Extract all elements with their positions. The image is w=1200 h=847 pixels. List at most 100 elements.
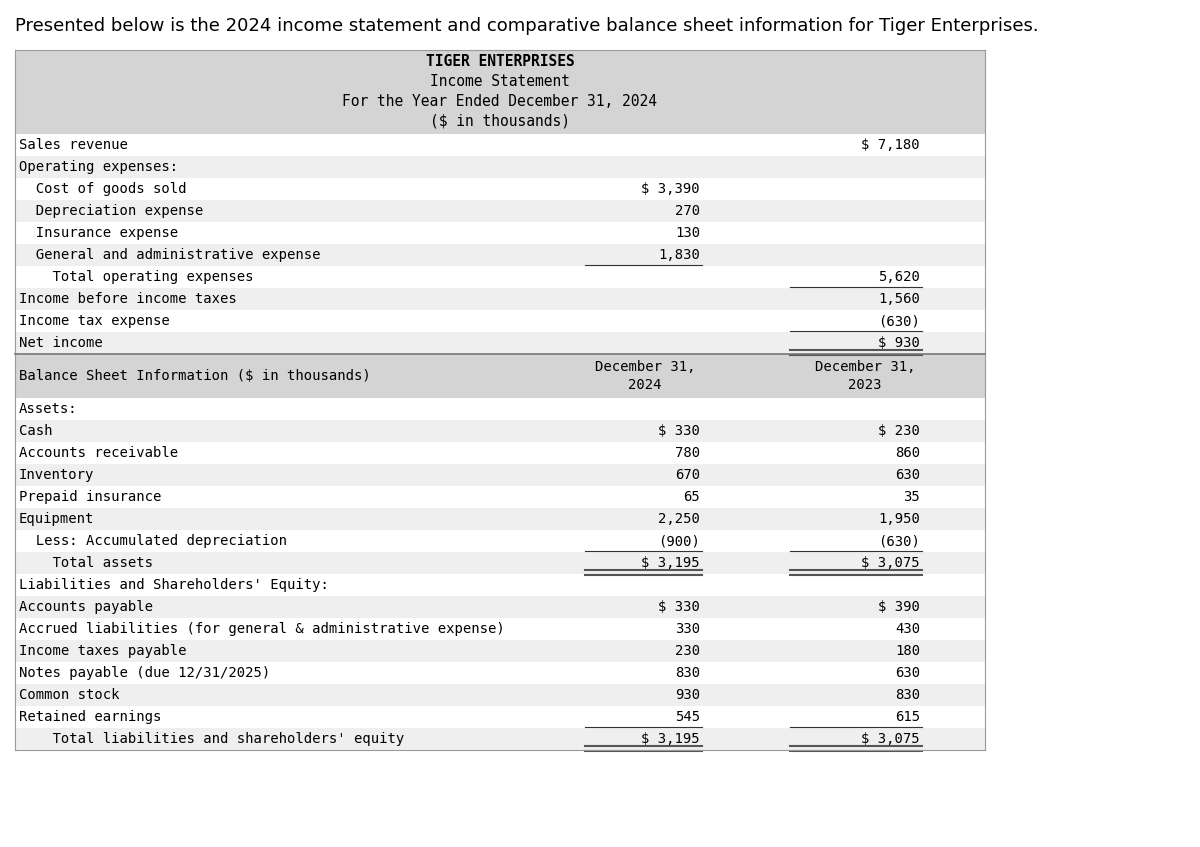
Text: 1,560: 1,560 — [878, 292, 920, 306]
Text: 1,950: 1,950 — [878, 512, 920, 526]
Text: Sales revenue: Sales revenue — [19, 138, 128, 152]
Bar — [14, 288, 985, 310]
Text: For the Year Ended December 31, 2024: For the Year Ended December 31, 2024 — [342, 93, 658, 108]
Text: 860: 860 — [895, 446, 920, 460]
Text: Common stock: Common stock — [19, 688, 120, 702]
Text: $ 3,390: $ 3,390 — [641, 182, 700, 196]
Text: Income Statement: Income Statement — [430, 74, 570, 88]
Bar — [14, 684, 985, 706]
Text: (900): (900) — [658, 534, 700, 548]
Text: $ 3,075: $ 3,075 — [862, 556, 920, 570]
Bar — [14, 244, 985, 266]
Text: 330: 330 — [674, 622, 700, 636]
Bar — [14, 530, 985, 552]
Text: Income before income taxes: Income before income taxes — [19, 292, 236, 306]
Text: Cost of goods sold: Cost of goods sold — [19, 182, 186, 196]
Text: 780: 780 — [674, 446, 700, 460]
Bar — [14, 398, 985, 420]
Bar — [14, 200, 985, 222]
Text: Cash: Cash — [19, 424, 53, 438]
Text: Accounts payable: Accounts payable — [19, 600, 154, 614]
Text: Net income: Net income — [19, 336, 103, 350]
Bar — [14, 420, 985, 442]
Text: $ 7,180: $ 7,180 — [862, 138, 920, 152]
Text: 65: 65 — [683, 490, 700, 504]
Text: Presented below is the 2024 income statement and comparative balance sheet infor: Presented below is the 2024 income state… — [14, 17, 1039, 35]
Text: $ 3,195: $ 3,195 — [641, 556, 700, 570]
Text: Total assets: Total assets — [19, 556, 154, 570]
Bar — [14, 310, 985, 332]
Bar — [14, 728, 985, 750]
Text: 1,830: 1,830 — [658, 248, 700, 262]
Bar — [14, 50, 985, 134]
Text: Income tax expense: Income tax expense — [19, 314, 169, 328]
Text: Depreciation expense: Depreciation expense — [19, 204, 203, 218]
Bar — [14, 156, 985, 178]
Text: Prepaid insurance: Prepaid insurance — [19, 490, 161, 504]
Bar — [14, 332, 985, 354]
Text: Accrued liabilities (for general & administrative expense): Accrued liabilities (for general & admin… — [19, 622, 505, 636]
Text: 615: 615 — [895, 710, 920, 724]
Text: 430: 430 — [895, 622, 920, 636]
Bar — [14, 178, 985, 200]
Bar — [14, 596, 985, 618]
Bar — [14, 574, 985, 596]
Bar — [14, 706, 985, 728]
Bar — [14, 486, 985, 508]
Text: $ 930: $ 930 — [878, 336, 920, 350]
Text: 180: 180 — [895, 644, 920, 658]
Text: Inventory: Inventory — [19, 468, 95, 482]
Text: 230: 230 — [674, 644, 700, 658]
Text: $ 3,075: $ 3,075 — [862, 732, 920, 746]
Text: 670: 670 — [674, 468, 700, 482]
Text: Operating expenses:: Operating expenses: — [19, 160, 178, 174]
Text: 830: 830 — [895, 688, 920, 702]
Text: 930: 930 — [674, 688, 700, 702]
Text: 35: 35 — [904, 490, 920, 504]
Bar — [14, 508, 985, 530]
Text: Assets:: Assets: — [19, 402, 78, 416]
Text: December 31,: December 31, — [815, 360, 916, 374]
Text: $ 330: $ 330 — [658, 600, 700, 614]
Text: 5,620: 5,620 — [878, 270, 920, 284]
Text: 270: 270 — [674, 204, 700, 218]
Text: 830: 830 — [674, 666, 700, 680]
Text: General and administrative expense: General and administrative expense — [19, 248, 320, 262]
Text: TIGER ENTERPRISES: TIGER ENTERPRISES — [426, 53, 575, 69]
Text: $ 230: $ 230 — [878, 424, 920, 438]
Text: 130: 130 — [674, 226, 700, 240]
Text: Retained earnings: Retained earnings — [19, 710, 161, 724]
Bar — [14, 552, 985, 574]
Text: 2024: 2024 — [629, 378, 661, 392]
Text: Total operating expenses: Total operating expenses — [19, 270, 253, 284]
Text: 630: 630 — [895, 468, 920, 482]
Bar — [14, 618, 985, 640]
Text: Insurance expense: Insurance expense — [19, 226, 178, 240]
Text: Equipment: Equipment — [19, 512, 95, 526]
Text: ($ in thousands): ($ in thousands) — [430, 113, 570, 129]
Bar — [14, 134, 985, 156]
Text: 630: 630 — [895, 666, 920, 680]
Text: Income taxes payable: Income taxes payable — [19, 644, 186, 658]
Text: $ 330: $ 330 — [658, 424, 700, 438]
Text: Balance Sheet Information ($ in thousands): Balance Sheet Information ($ in thousand… — [19, 369, 371, 383]
Bar — [14, 266, 985, 288]
Bar — [14, 662, 985, 684]
Text: Liabilities and Shareholders' Equity:: Liabilities and Shareholders' Equity: — [19, 578, 329, 592]
Text: $ 390: $ 390 — [878, 600, 920, 614]
Text: Total liabilities and shareholders' equity: Total liabilities and shareholders' equi… — [19, 732, 404, 746]
Text: December 31,: December 31, — [595, 360, 695, 374]
Bar — [14, 640, 985, 662]
Text: 545: 545 — [674, 710, 700, 724]
Bar — [14, 442, 985, 464]
Bar — [14, 464, 985, 486]
Text: Notes payable (due 12/31/2025): Notes payable (due 12/31/2025) — [19, 666, 270, 680]
Text: Accounts receivable: Accounts receivable — [19, 446, 178, 460]
Text: Less: Accumulated depreciation: Less: Accumulated depreciation — [19, 534, 287, 548]
Text: $ 3,195: $ 3,195 — [641, 732, 700, 746]
Bar — [14, 222, 985, 244]
Text: 2,250: 2,250 — [658, 512, 700, 526]
Text: 2023: 2023 — [848, 378, 882, 392]
Text: (630): (630) — [878, 314, 920, 328]
Text: (630): (630) — [878, 534, 920, 548]
